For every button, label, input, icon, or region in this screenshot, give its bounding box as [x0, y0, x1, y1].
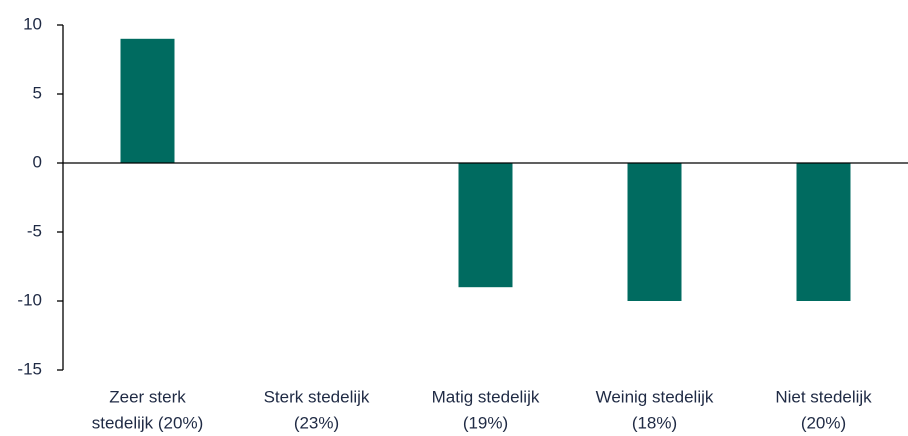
y-tick-label: -5: [27, 221, 42, 240]
x-tick-label: Sterk stedelijk: [264, 387, 370, 406]
x-tick-label: Zeer sterk: [109, 387, 186, 406]
x-tick-label: (19%): [463, 413, 508, 432]
y-tick-label: -10: [17, 290, 42, 309]
x-tick-label: Niet stedelijk: [775, 387, 872, 406]
x-tick-label: (23%): [294, 413, 339, 432]
x-tick-label: Weinig stedelijk: [596, 387, 714, 406]
y-tick-label: 5: [33, 83, 42, 102]
y-tick-label: 0: [33, 152, 42, 171]
y-tick-label: 10: [23, 14, 42, 33]
bar: [627, 163, 682, 301]
x-tick-label: (20%): [801, 413, 846, 432]
bar: [120, 38, 175, 163]
x-tick-label: Matig stedelijk: [432, 387, 540, 406]
bar: [458, 163, 513, 288]
y-tick-label: -15: [17, 359, 42, 378]
x-tick-label: stedelijk (20%): [92, 413, 204, 432]
x-tick-label: (18%): [632, 413, 677, 432]
bar: [796, 163, 851, 301]
